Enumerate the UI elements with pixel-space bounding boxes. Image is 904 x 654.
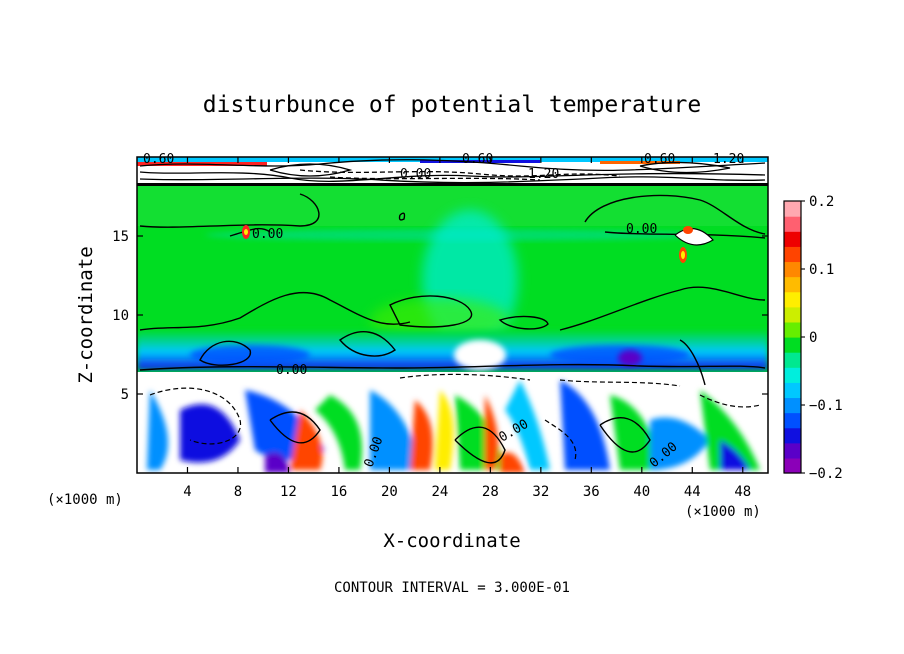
contour-label: 0.00 — [400, 167, 431, 182]
colorbar-swatch — [784, 352, 801, 368]
colorbar-swatch — [784, 291, 801, 308]
x-tick-label: 20 — [381, 484, 398, 500]
colorbar-swatch — [784, 306, 801, 323]
y-tick-label: 10 — [112, 308, 129, 324]
contour-label: 1.20 — [713, 152, 744, 167]
contour-label: 0.00 — [626, 222, 657, 237]
colorbar-swatch — [784, 427, 801, 444]
x-tick-label: 32 — [532, 484, 549, 500]
contour-label: 0.00 — [252, 227, 283, 242]
colorbar-swatch — [784, 382, 801, 399]
x-tick-label: 24 — [431, 484, 448, 500]
contour-label: 0.00 — [276, 363, 307, 378]
x-tick-label: 8 — [234, 484, 242, 500]
colorbar-tick-label: −0.2 — [809, 466, 843, 482]
upper-layer — [137, 157, 768, 186]
colorbar — [784, 201, 801, 474]
colorbar-tick-label: 0.2 — [809, 194, 834, 210]
x-tick-label: 16 — [330, 484, 347, 500]
colorbar-swatch — [784, 201, 801, 217]
colorbar-swatch — [784, 321, 801, 338]
colorbar-swatch — [784, 412, 801, 429]
y-tick-label: 5 — [121, 387, 129, 403]
x-axis-label: X-coordinate — [383, 530, 520, 552]
x-tick-label: 12 — [280, 484, 297, 500]
colorbar-swatch — [784, 397, 801, 414]
x-axis: 4 8 12 16 20 24 28 32 36 40 44 48 — [183, 157, 751, 500]
colorbar-swatch — [784, 216, 801, 232]
colorbar-swatch — [784, 261, 801, 278]
x-unit-left: (×1000 m) — [47, 492, 123, 508]
colorbar-swatch — [784, 337, 801, 353]
colorbar-swatch — [784, 246, 801, 263]
colorbar-swatch — [784, 442, 801, 459]
contour-label: 0.60 — [462, 152, 493, 167]
colorbar-swatch — [784, 231, 801, 247]
colorbar-swatch — [784, 276, 801, 293]
x-tick-label: 28 — [482, 484, 499, 500]
x-tick-label: 4 — [183, 484, 191, 500]
contour-label: 0.60 — [644, 152, 675, 167]
colorbar-swatch — [784, 367, 801, 383]
colorbar-tick-label: 0 — [809, 330, 817, 346]
upper-hotspot-left — [242, 225, 250, 239]
contour-interval-note: CONTOUR INTERVAL = 3.000E-01 — [334, 580, 570, 596]
plot-area — [137, 157, 768, 473]
y-tick-label: 15 — [112, 229, 129, 245]
colorbar-tick-label: −0.1 — [809, 398, 843, 414]
colorbar-swatch — [784, 457, 801, 474]
x-tick-label: 48 — [734, 484, 751, 500]
upper-hotspot-right — [674, 226, 714, 263]
colorbar-tick-label: 0.1 — [809, 262, 834, 278]
x-unit-right: (×1000 m) — [685, 504, 761, 520]
contour-label: 1.20 — [528, 167, 559, 182]
x-tick-label: 44 — [684, 484, 701, 500]
y-axis: 5 10 15 — [112, 229, 768, 403]
colorbar-ticks: 0.2 0.1 0 −0.1 −0.2 — [801, 194, 843, 482]
x-tick-label: 40 — [633, 484, 650, 500]
chart-title: disturbunce of potential temperature — [203, 92, 702, 118]
contour-label: 0.60 — [143, 152, 174, 167]
x-tick-label: 36 — [583, 484, 600, 500]
y-axis-label: Z-coordinate — [75, 246, 97, 383]
